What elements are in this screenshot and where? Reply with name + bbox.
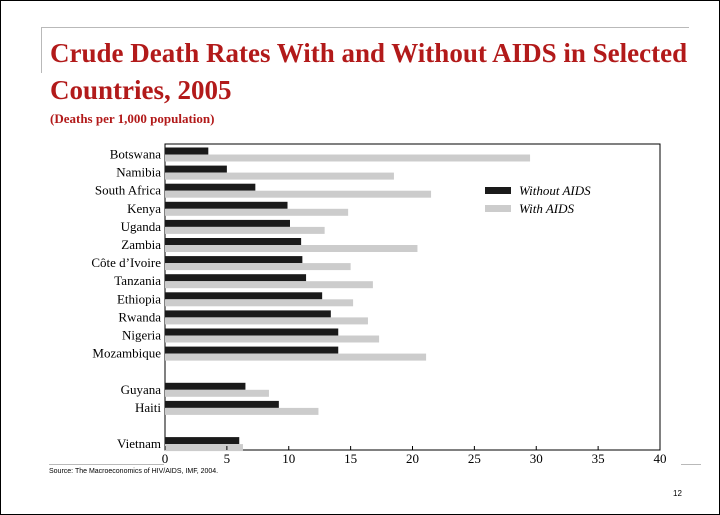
bar-with-aids — [165, 263, 351, 271]
slide-subtitle: (Deaths per 1,000 population) — [50, 111, 215, 126]
bar-without-aids — [165, 238, 302, 245]
bar-with-aids — [165, 389, 269, 397]
bar-without-aids — [165, 201, 288, 209]
bar-with-aids — [165, 226, 325, 234]
bar-without-aids — [165, 147, 209, 155]
x-tick-label: 35 — [592, 451, 605, 466]
x-tick-label: 5 — [224, 451, 231, 466]
category-label: Nigeria — [122, 328, 161, 343]
bar-with-aids — [165, 407, 319, 415]
category-label: Vietnam — [117, 436, 161, 451]
bar-without-aids — [165, 274, 307, 282]
legend-label: Without AIDS — [519, 183, 591, 198]
category-label: Guyana — [121, 382, 162, 397]
legend-swatch — [485, 205, 511, 212]
category-label: Haiti — [135, 400, 161, 415]
category-label: South Africa — [95, 183, 161, 198]
category-label: Mozambique — [92, 346, 161, 361]
bar-without-aids — [165, 183, 256, 191]
bar-without-aids — [165, 310, 331, 318]
slide-title: Crude Death Rates With and Without AIDS … — [50, 38, 688, 105]
category-label: Namibia — [116, 165, 161, 180]
x-tick-label: 0 — [162, 451, 169, 466]
title-frame-left-line — [41, 27, 42, 73]
footer-left-line — [49, 464, 164, 465]
bar-without-aids — [165, 292, 323, 300]
bar-with-aids — [165, 317, 368, 325]
bar-without-aids — [165, 400, 279, 408]
x-tick-label: 15 — [344, 451, 357, 466]
category-label: Côte d’Ivoire — [91, 255, 161, 270]
bar-chart: Botswana Namibia South Africa Kenya Uganda Za… — [91, 143, 667, 466]
x-tick-label: 40 — [654, 451, 667, 466]
bar-with-aids — [165, 154, 531, 162]
bar-without-aids — [165, 437, 240, 445]
bar-with-aids — [165, 172, 394, 180]
x-tick-label: 30 — [530, 451, 543, 466]
category-label: Ethiopia — [117, 291, 161, 306]
category-label: Kenya — [127, 201, 161, 216]
category-label: Botswana — [110, 147, 162, 162]
x-tick-label: 25 — [468, 451, 481, 466]
category-label: Zambia — [121, 237, 161, 252]
bar-with-aids — [165, 353, 427, 361]
bar-with-aids — [165, 444, 243, 452]
bar-without-aids — [165, 256, 303, 264]
page-number: 12 — [673, 489, 682, 498]
legend-label: With AIDS — [519, 201, 575, 216]
bar-with-aids — [165, 208, 349, 216]
title-frame-top-line — [41, 27, 689, 28]
bar-without-aids — [165, 219, 290, 227]
legend-swatch — [485, 187, 511, 194]
footer-right-line — [681, 464, 701, 465]
bar-without-aids — [165, 382, 246, 390]
bar-with-aids — [165, 299, 354, 307]
bar-with-aids — [165, 281, 373, 289]
category-label: Uganda — [121, 219, 162, 234]
bar-with-aids — [165, 245, 418, 252]
bar-without-aids — [165, 165, 227, 173]
category-label: Tanzania — [114, 273, 161, 288]
source-note: Source: The Macroeconomics of HIV/AIDS, … — [49, 468, 219, 475]
bar-with-aids — [165, 335, 380, 343]
bar-without-aids — [165, 346, 339, 354]
x-tick-label: 10 — [282, 451, 295, 466]
category-label: Rwanda — [118, 309, 161, 324]
bar-with-aids — [165, 190, 432, 198]
bar-without-aids — [165, 328, 339, 336]
x-tick-label: 20 — [406, 451, 419, 466]
